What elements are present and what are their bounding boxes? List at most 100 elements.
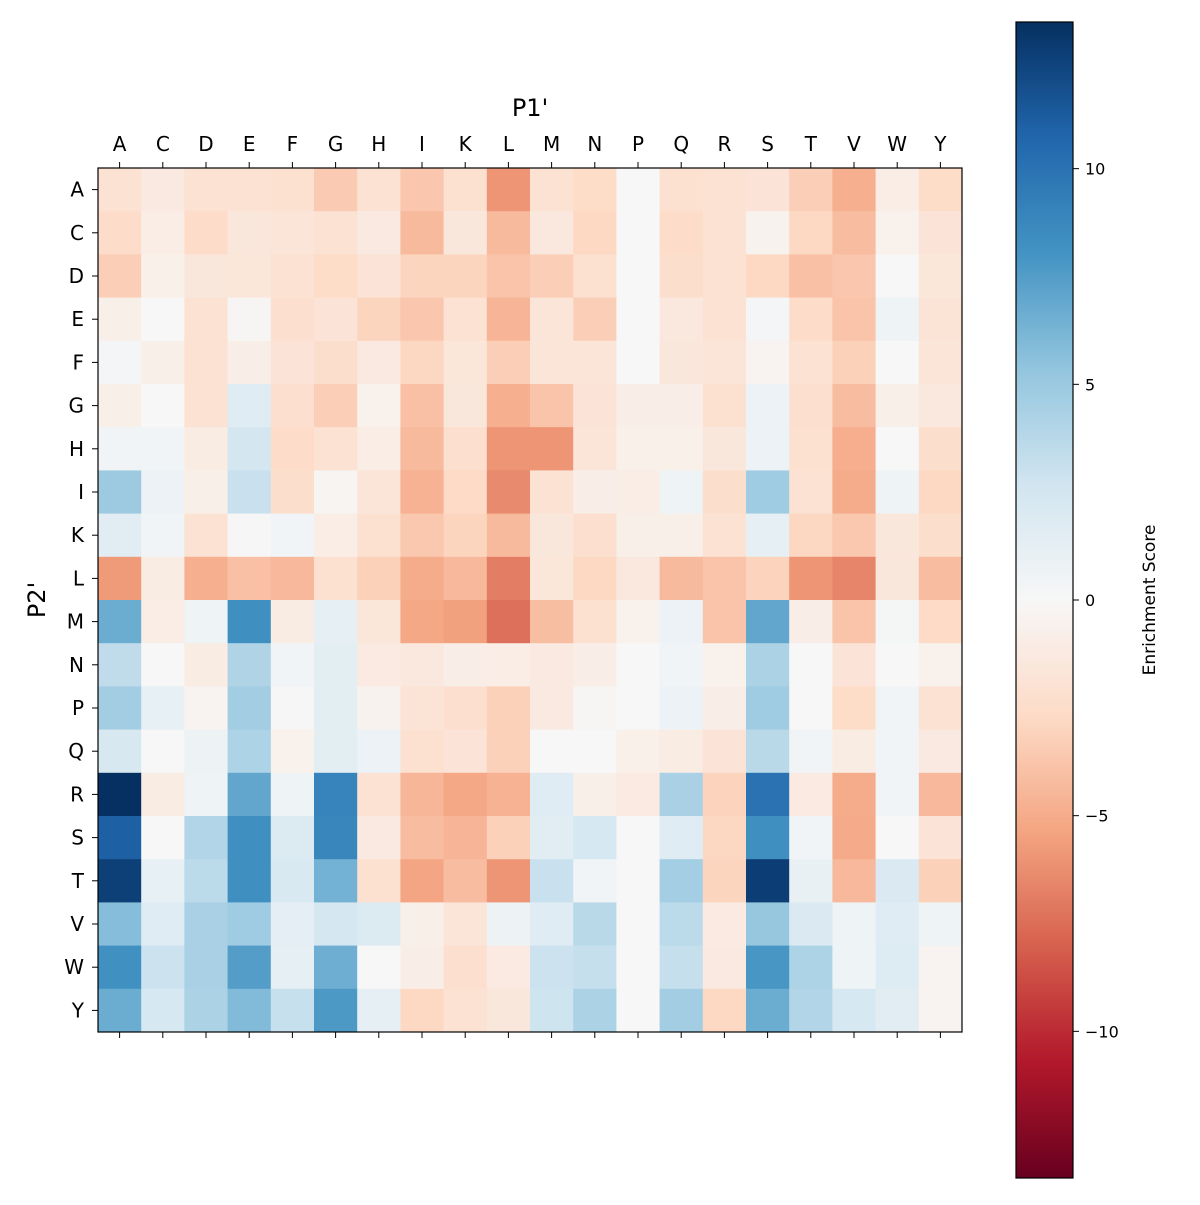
heatmap-cell [702,384,747,428]
heatmap-cell [789,470,833,515]
heatmap-cell [270,686,315,731]
heatmap-cell [357,729,401,774]
heatmap-cell [270,427,315,471]
heatmap-cell [832,945,877,990]
heatmap-cell [832,772,877,817]
heatmap-cell [357,600,401,644]
x-axis-label: P1' [512,94,548,122]
heatmap-cell [141,772,185,817]
x-tick-label: H [371,132,386,156]
heatmap-cell [486,686,531,731]
heatmap-cell [573,340,617,385]
heatmap-cell [573,384,617,428]
heatmap-cell [443,556,488,601]
y-tick-label: Q [68,739,84,763]
heatmap-cell [357,340,401,385]
heatmap-cell [98,945,142,990]
heatmap-cell [486,427,531,471]
heatmap-cell [746,686,790,731]
heatmap-cell [746,340,790,385]
heatmap-cell [875,340,920,385]
heatmap-cell [530,859,574,903]
heatmap-cell [141,297,185,342]
heatmap-cell [789,988,833,1033]
heatmap-cell [659,600,704,644]
y-tick-label: H [69,437,84,461]
heatmap-cell [141,470,185,515]
heatmap-cell [314,988,358,1033]
heatmap-cell [227,816,272,860]
heatmap-cell [314,600,358,644]
heatmap-cell [314,859,358,903]
heatmap-cell [616,211,661,255]
heatmap-cell [141,902,185,947]
heatmap-cell [443,772,488,817]
heatmap-cell [832,859,877,903]
y-tick-label: M [67,610,84,634]
heatmap-cell [443,513,488,558]
y-tick-label: K [71,523,85,547]
heatmap-cell [357,297,401,342]
heatmap-cell [789,556,833,601]
heatmap-cell [918,772,963,817]
heatmap-cell [875,211,920,255]
heatmap-cell [314,168,358,212]
y-tick-label: S [71,826,84,850]
heatmap-cell [746,254,790,299]
heatmap-cell [443,211,488,255]
heatmap-cell [270,816,315,860]
x-tick-label: Y [933,132,947,156]
heatmap-cell [832,427,877,471]
heatmap-cell [270,729,315,774]
heatmap-cell [400,988,445,1033]
heatmap-cell [918,168,963,212]
heatmap-cell [184,816,229,860]
heatmap-cell [443,168,488,212]
heatmap-cell [616,859,661,903]
heatmap-cell [141,384,185,428]
heatmap-cell [486,729,531,774]
heatmap-cell [400,168,445,212]
heatmap-cell [227,556,272,601]
y-axis-label: P2' [23,582,51,618]
heatmap-cell [227,168,272,212]
heatmap-cell [832,513,877,558]
heatmap-cell [141,600,185,644]
heatmap-cell [875,859,920,903]
heatmap-cell [746,600,790,644]
heatmap-cell [875,643,920,687]
heatmap-cell [141,427,185,471]
heatmap-cell [357,859,401,903]
heatmap-cell [357,254,401,299]
heatmap-cell [227,600,272,644]
heatmap-cell [98,600,142,644]
heatmap-cell [443,643,488,687]
heatmap-cell [314,470,358,515]
heatmap-cell [486,643,531,687]
heatmap-cell [789,168,833,212]
heatmap-cell [270,254,315,299]
heatmap-cell [832,643,877,687]
heatmap-cell [875,427,920,471]
heatmap-cell [659,168,704,212]
heatmap-cell [702,945,747,990]
heatmap-cell [746,902,790,947]
heatmap-cell [832,686,877,731]
heatmap-cell [746,859,790,903]
heatmap-cell [530,513,574,558]
heatmap-cell [98,643,142,687]
heatmap-cell [875,513,920,558]
heatmap-cell [227,427,272,471]
heatmap-cell [573,859,617,903]
y-tick-label: F [72,350,84,374]
y-tick-label: E [71,307,84,331]
heatmap-cell [141,729,185,774]
heatmap-cell [746,513,790,558]
heatmap-cell [314,556,358,601]
heatmap-cell [270,470,315,515]
heatmap-cell [314,211,358,255]
heatmap-cell [875,254,920,299]
heatmap-cell [141,254,185,299]
heatmap-cell [443,600,488,644]
